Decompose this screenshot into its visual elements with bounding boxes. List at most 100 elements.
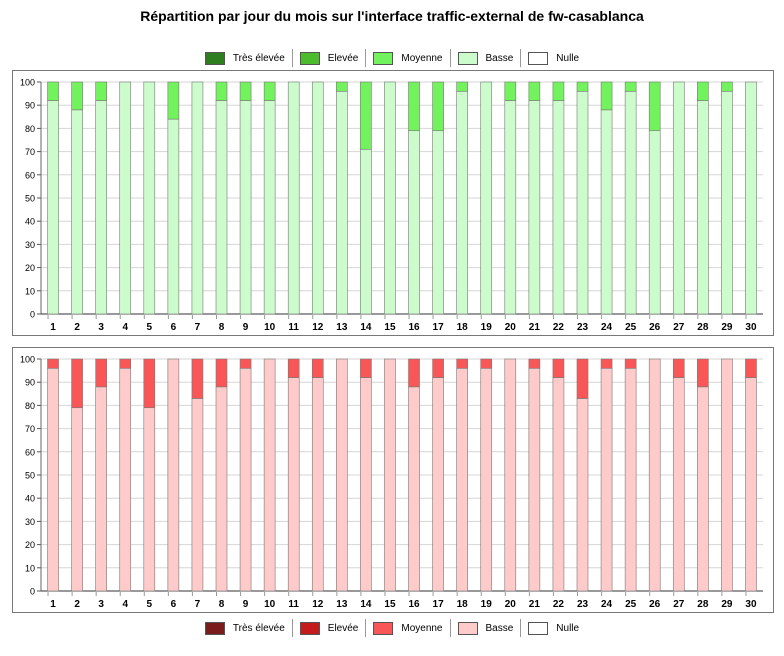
x-tick-label: 18 [457, 322, 469, 333]
bar-segment-moyenne [721, 81, 733, 92]
x-tick-label: 21 [529, 322, 541, 333]
bar-segment-moyenne [576, 81, 589, 92]
bar-segment-basse [697, 100, 709, 315]
x-tick-label: 19 [481, 599, 493, 610]
bar-segment-moyenne [600, 81, 613, 111]
y-tick-label: 30 [25, 240, 35, 250]
bar-segment-moyenne [408, 358, 420, 388]
bar-segment-basse [311, 81, 324, 315]
x-tick-label: 16 [408, 599, 420, 610]
y-tick-label: 80 [25, 401, 35, 411]
bar-segment-basse [119, 367, 132, 592]
bar-segment-basse [648, 358, 661, 592]
bar-segment-basse [528, 100, 541, 315]
x-tick-label: 23 [577, 599, 589, 610]
bar-segment-basse [119, 81, 132, 315]
x-tick-label: 20 [505, 322, 517, 333]
x-tick-label: 15 [384, 599, 396, 610]
bar-segment-basse [287, 81, 300, 315]
bar-segment-moyenne [167, 81, 180, 120]
legend-label: Basse [485, 622, 514, 634]
bar-segment-basse [624, 90, 637, 315]
x-tick-label: 9 [243, 599, 249, 610]
chart-panel-bottom: 0 10 20 30 40 50 60 70 80 90 100 1 2 3 4 5 6 7 8 9 10 11 12 13 1… [12, 347, 774, 613]
bar-segment-basse [47, 100, 59, 315]
x-tick-label: 14 [360, 322, 372, 333]
bar-segment-moyenne [528, 81, 541, 101]
bar-segment-basse [576, 90, 589, 315]
x-tick-label: 6 [171, 322, 177, 333]
legend-label: Très élevée [232, 52, 285, 64]
x-tick-label: 29 [721, 599, 733, 610]
bar-segment-moyenne [360, 358, 372, 378]
bar-segment-moyenne [456, 358, 468, 369]
x-tick-label: 30 [745, 322, 757, 333]
bar-segment-basse [191, 398, 204, 592]
bar-segment-basse [336, 90, 348, 315]
bar-segment-basse [672, 377, 685, 592]
bar-segment-moyenne [576, 358, 589, 399]
legend-swatch [373, 51, 394, 65]
bar-segment-moyenne [552, 81, 565, 101]
y-tick-label: 10 [25, 563, 35, 573]
bar-segment-moyenne [648, 81, 661, 132]
bar-segment-basse [456, 367, 468, 592]
x-tick-label: 11 [288, 599, 299, 610]
x-tick-label: 1 [50, 322, 56, 333]
bar-segment-moyenne [360, 81, 372, 150]
bar-segment-moyenne [239, 81, 252, 101]
y-tick-label: 60 [25, 170, 35, 180]
bar-segment-basse [721, 358, 733, 592]
bar-segment-moyenne [552, 358, 565, 378]
bar-segment-basse [71, 109, 83, 315]
bar-segment-basse [745, 81, 757, 315]
x-tick-label: 6 [171, 599, 177, 610]
legend-bottom-item: Nulle [520, 619, 586, 637]
x-tick-label: 19 [481, 322, 493, 333]
bar-segment-basse [504, 100, 517, 315]
bar-segment-moyenne [528, 358, 541, 369]
bar-segment-basse [624, 367, 637, 592]
x-tick-label: 12 [312, 599, 324, 610]
bar-segment-moyenne [408, 81, 420, 132]
y-tick-label: 20 [25, 263, 35, 273]
y-tick-label: 40 [25, 494, 35, 504]
legend-bottom-item: Très élevée [198, 619, 292, 637]
y-tick-label: 40 [25, 217, 35, 227]
bar-segment-basse [143, 81, 156, 315]
bar-segment-basse [672, 81, 685, 315]
bar-segment-basse [480, 367, 493, 592]
x-tick-label: 4 [122, 322, 128, 333]
x-tick-label: 4 [122, 599, 128, 610]
legend-top-item: Elevée [291, 49, 366, 67]
bar-segment-basse [71, 407, 83, 592]
bar-segment-basse [528, 367, 541, 592]
bar-segment-basse [432, 377, 444, 592]
legend-swatch [457, 51, 478, 65]
bar-segment-basse [239, 100, 252, 315]
bar-segment-moyenne [191, 358, 204, 399]
bar-segment-moyenne [215, 358, 228, 388]
x-tick-label: 10 [264, 599, 276, 610]
chart-title: Répartition par jour du mois sur l'inter… [140, 8, 644, 24]
bar-segment-moyenne [480, 358, 493, 369]
bar-segment-basse [745, 377, 757, 592]
bar-segment-moyenne [71, 358, 83, 409]
bar-segment-moyenne [697, 81, 709, 101]
x-tick-label: 9 [243, 322, 249, 333]
bar-segment-basse [311, 377, 324, 592]
x-tick-label: 29 [721, 322, 733, 333]
x-tick-label: 15 [384, 322, 396, 333]
x-tick-label: 3 [98, 599, 104, 610]
bar-segment-basse [167, 118, 180, 315]
legend-swatch [204, 51, 225, 65]
x-tick-label: 2 [74, 599, 80, 610]
bar-segment-moyenne [287, 358, 300, 378]
bar-segment-moyenne [47, 358, 59, 369]
y-tick-label: 90 [25, 101, 35, 111]
legend-label: Nulle [556, 622, 580, 634]
legend-label: Basse [485, 52, 514, 64]
y-tick-label: 60 [25, 447, 35, 457]
